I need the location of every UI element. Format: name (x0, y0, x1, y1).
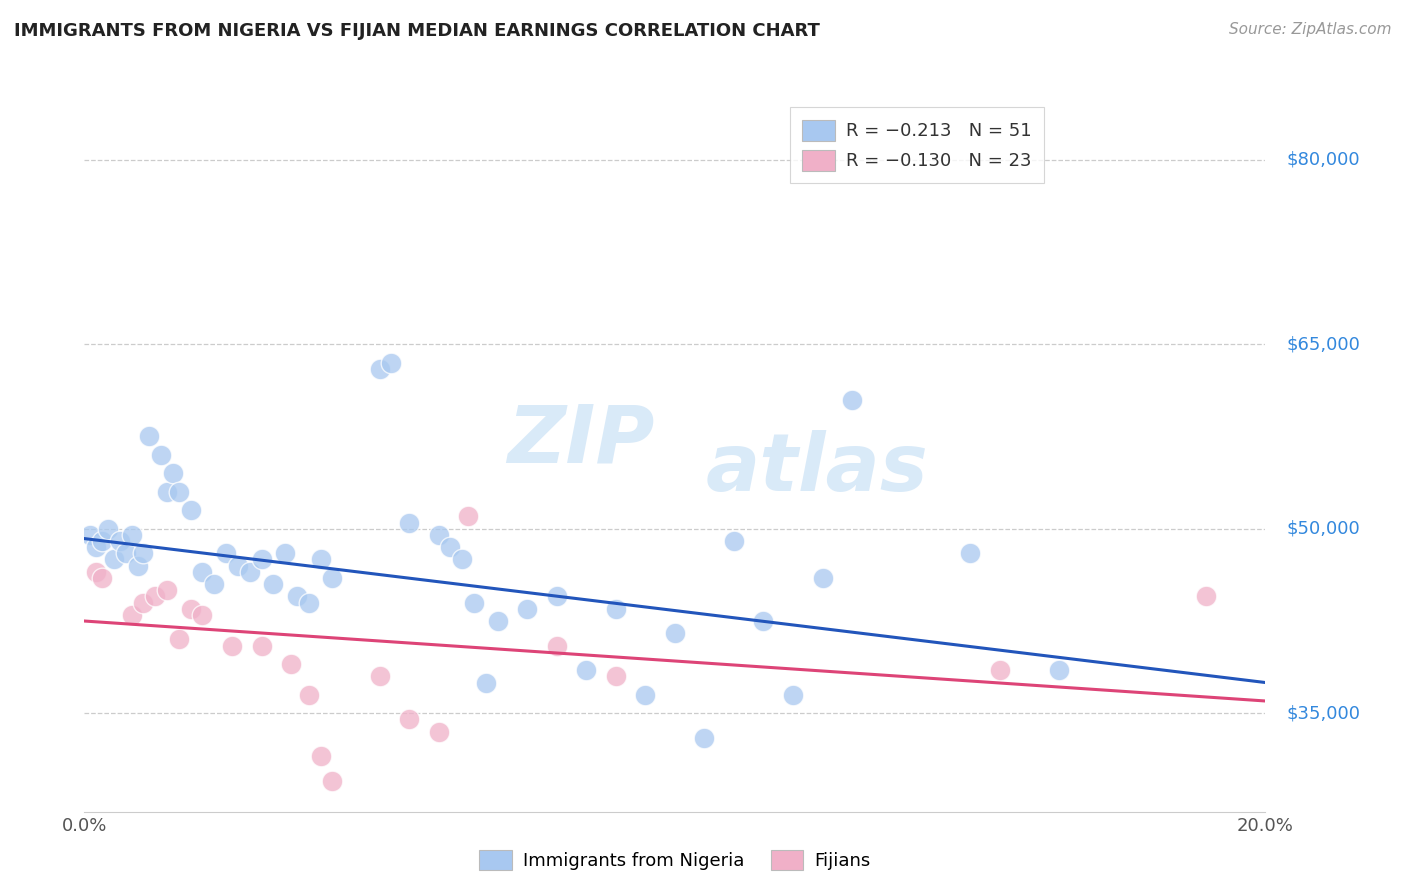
Point (84, 565, 107, 579)
Point (97, 522, 120, 536)
Point (280, 657, 302, 671)
Point (180, 601, 202, 615)
Point (451, 552, 474, 566)
Point (221, 639, 243, 653)
Point (262, 577, 284, 591)
Point (103, 552, 125, 566)
Point (274, 546, 297, 560)
Point (752, 614, 775, 628)
Point (516, 601, 538, 615)
Text: ZIP: ZIP (506, 401, 654, 480)
Point (380, 356, 402, 370)
Point (1195, 590, 1218, 604)
Point (127, 558, 149, 573)
Point (486, 614, 509, 628)
Point (427, 528, 450, 542)
Point (605, 601, 627, 615)
Point (298, 596, 321, 610)
Point (202, 577, 225, 591)
Point (841, 392, 863, 407)
Text: Source: ZipAtlas.com: Source: ZipAtlas.com (1229, 22, 1392, 37)
Point (156, 583, 179, 598)
Point (321, 571, 343, 585)
Text: $65,000: $65,000 (1286, 335, 1361, 353)
Point (546, 639, 568, 653)
Point (605, 669, 627, 683)
Point (575, 663, 598, 677)
Point (250, 552, 273, 566)
Point (463, 596, 485, 610)
Point (298, 688, 321, 702)
Point (398, 516, 420, 530)
Point (723, 534, 745, 549)
Point (309, 552, 332, 566)
Point (167, 484, 190, 499)
Point (782, 688, 804, 702)
Point (84, 540, 107, 554)
Text: $35,000: $35,000 (1286, 705, 1361, 723)
Point (79, 528, 101, 542)
Point (439, 540, 461, 554)
Point (132, 546, 155, 560)
Point (368, 361, 391, 376)
Point (693, 731, 716, 745)
Point (108, 534, 131, 549)
Point (398, 713, 420, 727)
Point (250, 639, 273, 653)
Point (239, 565, 262, 579)
Point (215, 546, 238, 560)
Point (191, 607, 214, 622)
Point (162, 467, 184, 481)
Legend: Immigrants from Nigeria, Fijians: Immigrants from Nigeria, Fijians (468, 838, 882, 881)
Point (811, 571, 834, 585)
Point (132, 596, 155, 610)
Point (285, 590, 308, 604)
Point (457, 509, 479, 524)
Point (427, 724, 450, 739)
Point (321, 774, 343, 789)
Point (150, 448, 173, 462)
Point (121, 528, 143, 542)
Point (180, 503, 202, 517)
Point (959, 546, 981, 560)
Point (138, 429, 160, 443)
Point (91, 571, 114, 585)
Point (1047, 663, 1070, 677)
Text: atlas: atlas (706, 430, 928, 508)
Point (114, 546, 136, 560)
Text: $50,000: $50,000 (1286, 520, 1360, 538)
Point (91, 534, 114, 549)
Point (191, 565, 214, 579)
Point (143, 590, 166, 604)
Point (226, 558, 249, 573)
Point (546, 590, 568, 604)
Point (475, 675, 498, 690)
Point (988, 663, 1011, 677)
Point (368, 669, 391, 683)
Point (167, 632, 190, 647)
Point (156, 484, 179, 499)
Point (121, 607, 143, 622)
Point (664, 626, 686, 640)
Text: IMMIGRANTS FROM NIGERIA VS FIJIAN MEDIAN EARNINGS CORRELATION CHART: IMMIGRANTS FROM NIGERIA VS FIJIAN MEDIAN… (14, 22, 820, 40)
Point (634, 688, 657, 702)
Point (309, 749, 332, 764)
Text: $80,000: $80,000 (1286, 151, 1360, 169)
